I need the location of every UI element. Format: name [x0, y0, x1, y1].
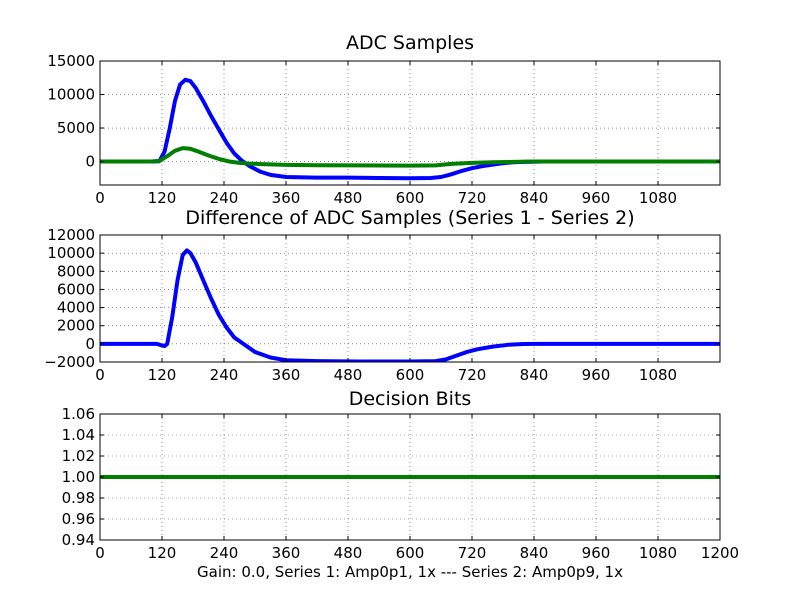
x-tick-label: 120 — [148, 544, 177, 562]
x-tick-label: 600 — [396, 544, 425, 562]
x-tick-label: 120 — [148, 366, 177, 384]
chart-panel-2: 0 120 240 360 480 600 720 840 960 1080−2000020004… — [44, 207, 721, 384]
y-tick-label: 8000 — [57, 262, 95, 280]
x-tick-label: 1080 — [639, 189, 677, 207]
y-tick-label: 6000 — [57, 280, 95, 298]
x-tick-label: 480 — [334, 544, 363, 562]
x-tick-label: 720 — [458, 544, 487, 562]
x-tick-label: 600 — [396, 189, 425, 207]
y-tick-label: 12000 — [47, 226, 95, 244]
x-tick-label: 1080 — [639, 544, 677, 562]
series-line-2 — [100, 146, 720, 168]
y-tick-label: 1.06 — [62, 405, 95, 423]
x-tick-label: 1200 — [701, 544, 739, 562]
x-tick-label: 480 — [334, 189, 363, 207]
y-tick-label: 0 — [85, 153, 95, 171]
chart-title: ADC Samples — [346, 32, 474, 54]
x-tick-label: 480 — [334, 366, 363, 384]
chart-panel-1: 0 120 240 360 480 600 720 840 960 1080 0 5000 10000 1… — [47, 32, 721, 207]
x-tick-label: 600 — [396, 366, 425, 384]
y-tick-label: 1.00 — [62, 468, 95, 486]
y-tick-label: 10000 — [47, 244, 95, 262]
x-tick-label: 960 — [582, 366, 611, 384]
plots-container: 0 120 240 360 480 600 720 840 960 108005000100001… — [44, 32, 739, 562]
series-line-1 — [100, 248, 720, 362]
x-tick-label: 840 — [520, 544, 549, 562]
chart-title: Difference of ADC Samples (Series 1 - Se… — [185, 207, 634, 229]
x-tick-label: 360 — [272, 189, 301, 207]
x-tick-label: 840 — [520, 189, 549, 207]
x-tick-label: 240 — [210, 544, 239, 562]
x-tick-label: 240 — [210, 366, 239, 384]
y-tick-label: 10000 — [47, 86, 95, 104]
series-line-1 — [100, 77, 547, 181]
y-tick-label: 15000 — [47, 52, 95, 70]
y-tick-label: 0.96 — [62, 510, 95, 528]
y-tick-label: 2000 — [57, 317, 95, 335]
x-tick-label: 360 — [272, 544, 301, 562]
x-tick-label: 0 — [95, 544, 105, 562]
y-tick-label: 5000 — [57, 119, 95, 137]
x-axis-label: Gain: 0.0, Series 1: Amp0p1, 1x --- Seri… — [197, 563, 623, 581]
x-tick-label: 840 — [520, 366, 549, 384]
y-tick-label: 0.94 — [62, 531, 95, 549]
chart-title: Decision Bits — [349, 388, 472, 410]
x-tick-label: 720 — [458, 189, 487, 207]
x-tick-label: 240 — [210, 189, 239, 207]
x-tick-label: 0 — [95, 366, 105, 384]
x-tick-label: 360 — [272, 366, 301, 384]
x-tick-label: 960 — [582, 544, 611, 562]
y-tick-label: 1.02 — [62, 447, 95, 465]
y-tick-label: 0.98 — [62, 489, 95, 507]
chart-panel-3: 0 120 240 360 480 600 720 840 960 1080 1200 0.94 0.9… — [62, 388, 740, 562]
x-tick-label: 1080 — [639, 366, 677, 384]
y-tick-label: 0 — [85, 335, 95, 353]
y-tick-label: 4000 — [57, 299, 95, 317]
x-tick-label: 0 — [95, 189, 105, 207]
x-tick-label: 120 — [148, 189, 177, 207]
y-tick-label: −2000 — [44, 353, 95, 371]
x-tick-label: 960 — [582, 189, 611, 207]
x-tick-label: 720 — [458, 366, 487, 384]
y-tick-label: 1.04 — [62, 426, 95, 444]
